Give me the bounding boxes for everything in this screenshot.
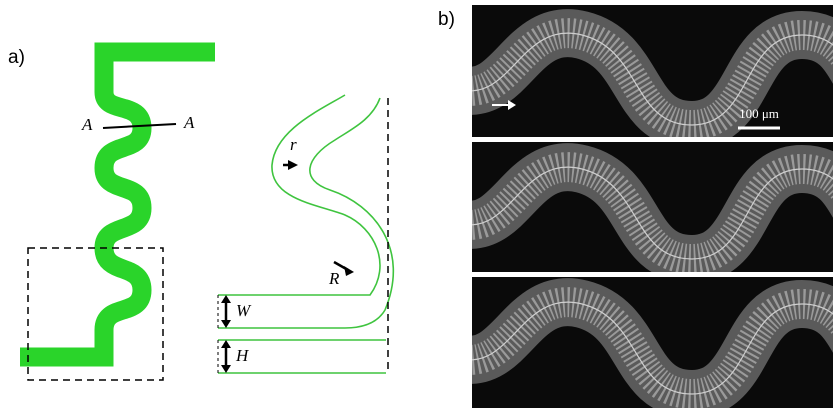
height-label: H bbox=[235, 346, 250, 365]
radius-label: r bbox=[290, 135, 297, 154]
panel-label: a) bbox=[8, 47, 25, 68]
zoom-box bbox=[27, 247, 164, 381]
section-label: A bbox=[183, 113, 195, 132]
micrograph bbox=[472, 5, 833, 137]
micrograph bbox=[472, 277, 833, 408]
micrograph bbox=[472, 142, 833, 272]
radius-arrow bbox=[333, 260, 349, 272]
radius-label: R bbox=[328, 269, 340, 288]
panel-label: b) bbox=[438, 9, 455, 30]
channel-outline bbox=[218, 94, 395, 374]
section-line bbox=[102, 123, 177, 129]
section-label: A bbox=[81, 115, 93, 134]
width-label: W bbox=[236, 301, 252, 320]
scale-label: 100 μm bbox=[739, 106, 779, 121]
